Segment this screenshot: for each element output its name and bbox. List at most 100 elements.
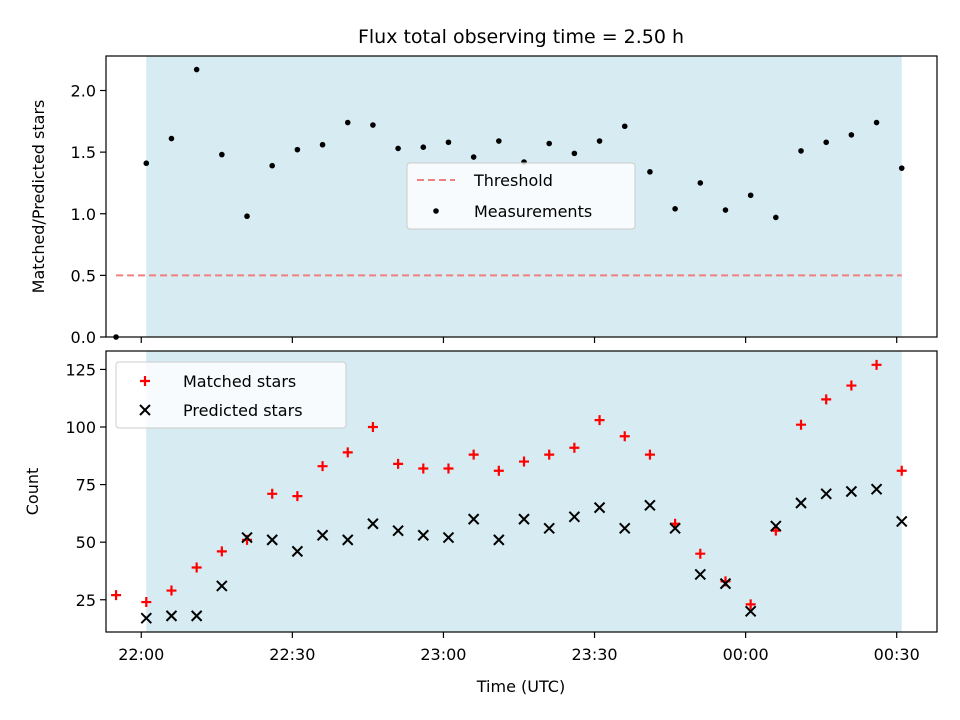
predicted-point — [543, 522, 555, 535]
measurement-point — [747, 192, 754, 199]
predicted-point — [291, 545, 304, 558]
measurement-point — [647, 169, 653, 175]
measurement-point — [722, 207, 729, 213]
x-tick-label: 23:30 — [571, 645, 617, 664]
x-tick-label: 00:30 — [874, 645, 920, 664]
measurement-point — [470, 154, 477, 160]
measurement-point — [193, 66, 200, 73]
predicted-point — [845, 485, 858, 498]
matched-point — [166, 585, 177, 596]
legend-measurement-label: Measurements — [474, 202, 592, 221]
measurement-point — [697, 180, 704, 186]
predicted-point — [467, 513, 480, 525]
matched-point — [141, 597, 152, 608]
measurement-point — [370, 122, 376, 128]
matched-point — [544, 449, 555, 460]
legend-matched-swatch — [140, 376, 150, 386]
predicted-point — [316, 529, 329, 541]
measurement-point — [571, 150, 578, 157]
axes-frame — [105, 350, 938, 633]
measurement-point — [344, 119, 351, 126]
measurement-point — [269, 162, 276, 169]
predicted-point — [568, 511, 581, 523]
measurement-point — [143, 160, 150, 167]
matched-point — [216, 546, 227, 557]
axes-frame — [105, 55, 938, 338]
measurement-point — [420, 144, 427, 151]
y-tick-label: 125 — [65, 360, 96, 379]
y-axis-label: Matched/Predicted stars — [29, 100, 48, 294]
x-tick-label: 23:00 — [420, 645, 466, 664]
y-tick-label: 100 — [65, 418, 96, 437]
matched-point — [745, 599, 756, 610]
matched-point — [292, 491, 303, 502]
y-tick-label: 25 — [76, 591, 96, 610]
predicted-point — [770, 520, 782, 532]
measurement-point — [621, 123, 628, 130]
predicted-point — [694, 568, 706, 581]
matched-point — [443, 463, 454, 474]
matched-point — [393, 458, 404, 469]
matched-point — [896, 465, 907, 476]
matched-point — [317, 461, 328, 472]
measurement-point — [823, 139, 829, 146]
y-tick-label: 1.0 — [71, 205, 96, 224]
x-tick-label: 22:00 — [118, 645, 164, 664]
measurement-point — [319, 141, 326, 148]
predicted-point — [870, 483, 883, 495]
top-panel: 0.0 0.5 1.0 1.5 2.0 Matched/Predicted stars Th… — [29, 55, 938, 347]
measurement-point — [848, 132, 855, 138]
matched-point — [821, 394, 832, 405]
predicted-point — [342, 534, 354, 546]
predicted-point — [820, 488, 832, 500]
measurement-point — [773, 214, 779, 221]
predicted-point — [266, 534, 278, 546]
measurement-point — [395, 145, 401, 152]
chart-title: Flux total observing time = 2.50 h — [358, 26, 684, 48]
legend-predicted-swatch — [139, 404, 151, 416]
measurement-point — [898, 165, 905, 171]
y-tick-label: 1.5 — [71, 143, 96, 162]
x-tick-label: 00:00 — [723, 645, 769, 664]
y-axis-label: Count — [23, 468, 42, 516]
y-tick-label: 0.0 — [71, 328, 96, 347]
y-tick-label: 2.0 — [71, 82, 96, 101]
measurement-point — [294, 146, 301, 153]
matched-point — [871, 359, 882, 370]
measurement-point — [168, 135, 175, 142]
measurement-point — [798, 148, 804, 154]
measurement-point — [596, 138, 603, 144]
predicted-point — [518, 513, 530, 525]
legend-predicted-label: Predicted stars — [183, 401, 303, 420]
matched-point — [695, 548, 706, 559]
matched-point — [468, 449, 479, 460]
bottom-panel: 25 50 75 100 125 22:00 22:30 23:00 23:30 00:00 00:… — [23, 350, 938, 664]
y-tick-label: 75 — [76, 476, 96, 495]
legend-threshold-label: Threshold — [473, 171, 553, 190]
matched-point — [342, 447, 353, 458]
predicted-point — [619, 522, 631, 535]
matched-point — [191, 562, 202, 573]
predicted-point — [593, 501, 606, 514]
measurement-point — [496, 138, 502, 144]
predicted-point — [367, 518, 379, 530]
matched-point — [846, 380, 857, 391]
predicted-point — [442, 531, 455, 544]
x-tick-label: 22:30 — [269, 645, 315, 664]
x-axis-label: Time (UTC) — [476, 677, 565, 696]
matched-point — [367, 422, 378, 433]
predicted-point — [719, 577, 732, 590]
measurement-point — [873, 119, 880, 126]
matched-point — [594, 415, 605, 426]
predicted-point — [216, 580, 228, 592]
predicted-point — [392, 524, 404, 537]
matched-point — [418, 463, 429, 474]
y-tick-label: 0.5 — [71, 266, 96, 285]
legend-matched-label: Matched stars — [183, 372, 296, 391]
measurement-point — [546, 140, 552, 147]
predicted-point — [241, 531, 253, 544]
matched-point — [519, 456, 530, 467]
predicted-point — [669, 522, 681, 535]
matched-point — [644, 449, 655, 460]
